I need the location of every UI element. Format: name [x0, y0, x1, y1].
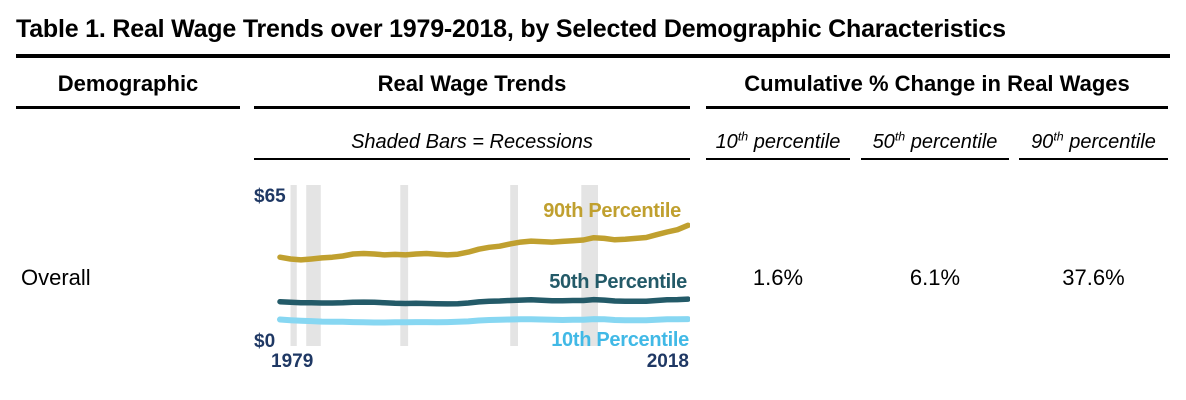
subheader-10th-percentile: 10th percentile [706, 109, 850, 160]
percentile-word: percentile [748, 130, 841, 153]
y-min-label: $0 [254, 331, 275, 352]
value-90th-percentile: 37.6% [1062, 265, 1125, 291]
percentile-number: 50 [872, 130, 895, 153]
x-end-label: 2018 [647, 351, 689, 372]
series-label-90th-percentile: 90th Percentile [543, 200, 681, 222]
percentile-number: 90 [1031, 130, 1054, 153]
percentile-word: percentile [905, 130, 998, 153]
wage-trends-table: Demographic Real Wage Trends Cumulative … [16, 58, 1170, 381]
value-50th-percentile: 6.1% [909, 265, 961, 291]
subheader-recessions-note: Shaded Bars = Recessions [254, 109, 690, 160]
x-start-label: 1979 [271, 351, 313, 372]
percentile-word: percentile [1063, 130, 1156, 153]
series-label-10th-percentile: 10th Percentile [551, 329, 689, 351]
column-header-real-wage-trends: Real Wage Trends [254, 58, 690, 109]
real-wage-trends-chart: $65 $0 1979 2018 90th Percentile 50th Pe… [254, 184, 691, 372]
column-header-cumulative-change: Cumulative % Change in Real Wages [706, 58, 1168, 109]
chart-cell: $65 $0 1979 2018 90th Percentile 50th Pe… [254, 160, 691, 381]
recession-bars [290, 184, 598, 346]
percentile-ordinal: th [1053, 129, 1064, 144]
title-rule [16, 53, 1170, 58]
subheader-50th-percentile: 50th percentile [861, 109, 1009, 160]
subheader-90th-percentile: 90th percentile [1019, 109, 1168, 160]
percentile-ordinal: th [894, 129, 906, 144]
series-label-50th-percentile: 50th Percentile [549, 271, 687, 293]
percentile-ordinal: th [737, 129, 749, 144]
table-title: Table 1. Real Wage Trends over 1979-2018… [16, 15, 1006, 43]
series-lines [277, 222, 691, 326]
value-10th-percentile: 1.6% [752, 265, 804, 291]
y-max-label: $65 [254, 186, 286, 207]
row-label-overall: Overall [21, 265, 91, 291]
column-header-demographic: Demographic [16, 58, 240, 109]
percentile-number: 10 [715, 130, 738, 153]
